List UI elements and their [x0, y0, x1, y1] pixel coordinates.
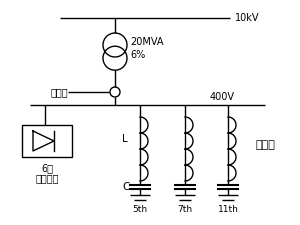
Text: 10kV: 10kV: [235, 13, 260, 23]
Text: 20MVA: 20MVA: [130, 37, 164, 47]
Text: 400V: 400V: [210, 92, 235, 102]
Text: 5th: 5th: [132, 205, 148, 214]
Text: C: C: [122, 182, 129, 192]
Text: 6相: 6相: [41, 163, 53, 173]
Text: 11th: 11th: [218, 205, 239, 214]
Text: L: L: [122, 134, 128, 144]
Text: 交流拖动: 交流拖动: [35, 173, 59, 183]
Text: 7th: 7th: [177, 205, 193, 214]
Bar: [22, 125, 72, 157]
Text: 滤波器: 滤波器: [255, 140, 275, 150]
Text: 测量点: 测量点: [50, 87, 68, 97]
Text: 6%: 6%: [130, 50, 145, 60]
